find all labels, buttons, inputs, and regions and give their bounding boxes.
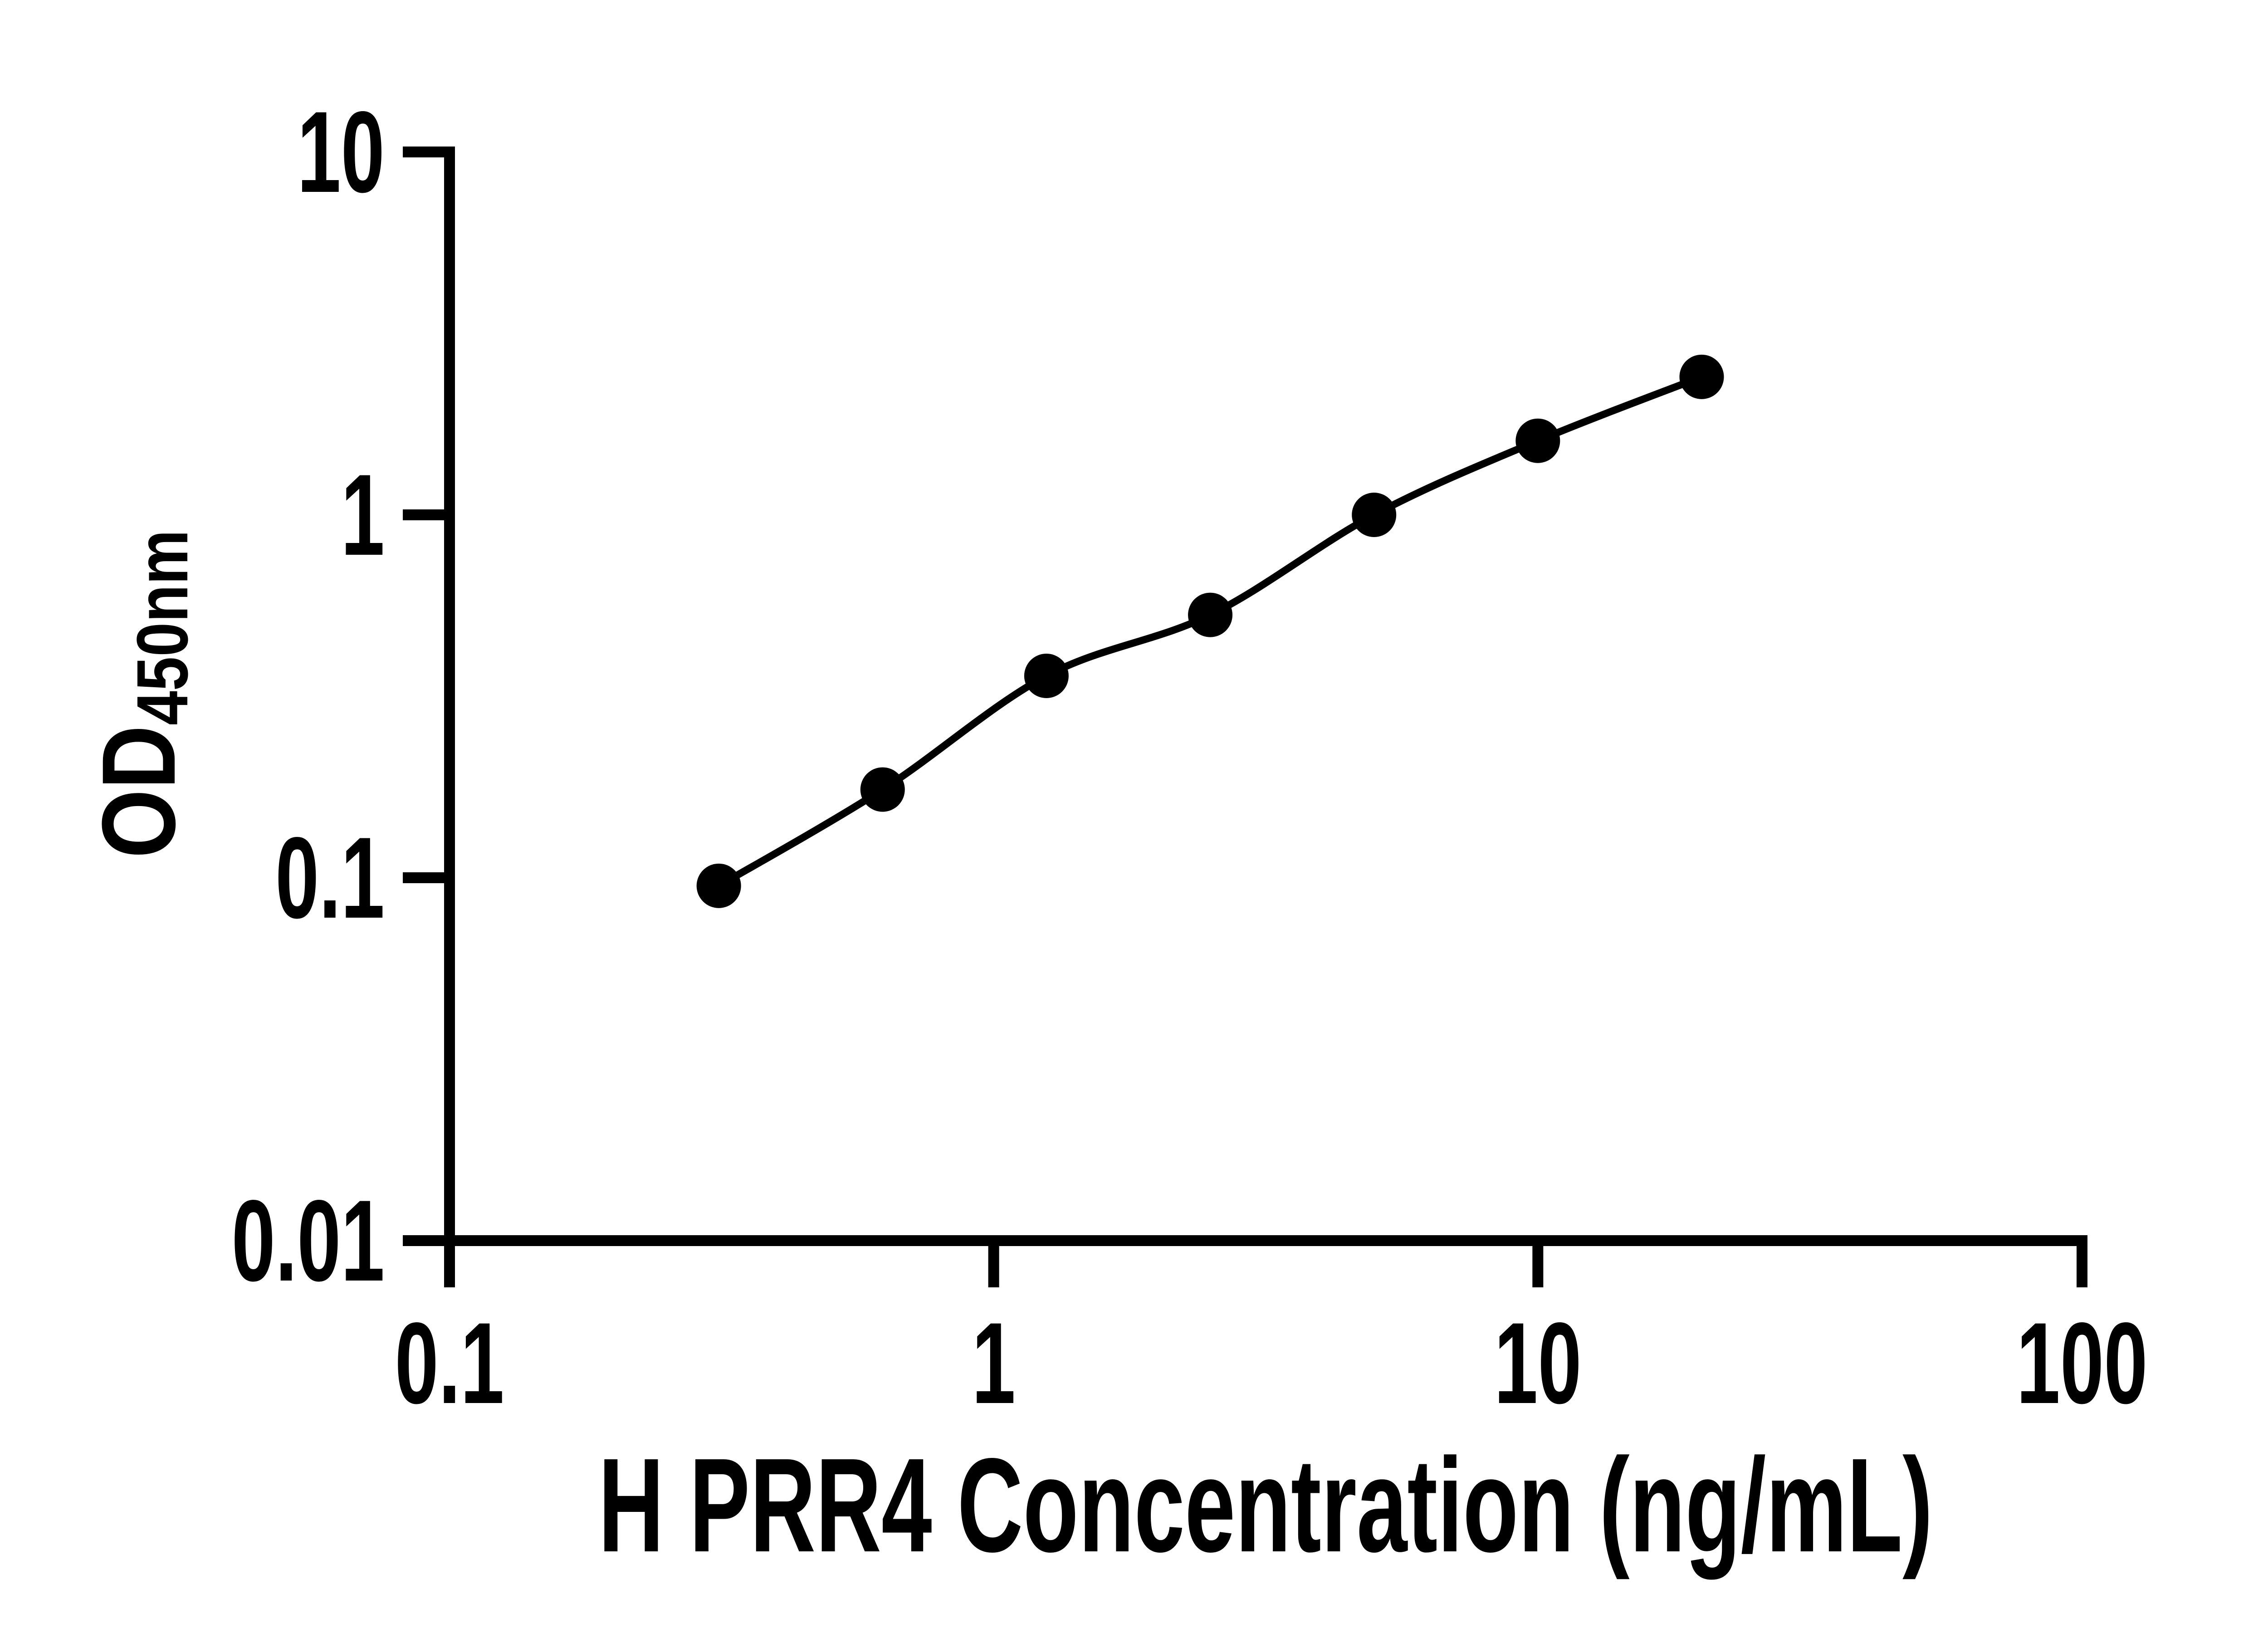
data-point <box>696 863 741 908</box>
x-axis-title: H PRR4 Concentration (ng/mL) <box>598 1431 1933 1580</box>
x-tick-label: 10 <box>1494 1299 1582 1428</box>
data-point <box>1515 418 1560 463</box>
x-tick-label: 1 <box>972 1299 1015 1428</box>
y-tick-label: 0.1 <box>275 814 385 943</box>
x-tick-label: 100 <box>2016 1299 2147 1428</box>
x-tick-label: 0.1 <box>395 1299 504 1428</box>
data-point <box>1188 592 1233 637</box>
data-point <box>1679 354 1724 399</box>
data-point <box>1024 653 1069 698</box>
y-tick-label: 10 <box>297 88 385 217</box>
data-point <box>1352 493 1397 537</box>
y-tick-label: 1 <box>341 451 385 580</box>
y-tick-label: 0.01 <box>232 1177 385 1305</box>
y-axis-title-subscript: 450nm <box>122 530 203 725</box>
data-point <box>860 767 905 812</box>
y-axis-title: OD450nm <box>81 530 203 858</box>
y-axis-title-main: OD <box>81 725 197 858</box>
